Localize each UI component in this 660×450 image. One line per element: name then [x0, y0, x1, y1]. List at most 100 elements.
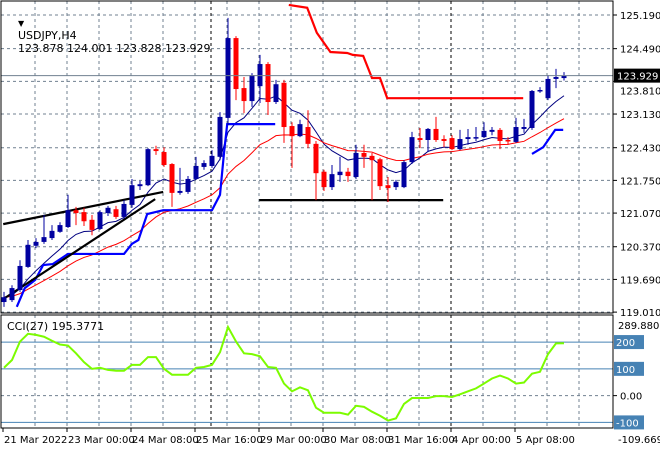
x-tick-label: 4 Apr 00:00	[452, 435, 511, 446]
candle-body	[369, 155, 375, 161]
candle-body	[505, 140, 511, 142]
candle-body	[361, 152, 367, 157]
cci-min-label: -109.6698	[618, 435, 660, 446]
y-tick-label: 122.430	[620, 144, 660, 155]
y-tick-label: 125.190	[620, 11, 660, 22]
candle-body	[449, 138, 455, 150]
candle-body	[25, 244, 31, 267]
candle-body	[137, 184, 143, 187]
x-tick-label: 29 Mar 00:00	[260, 435, 327, 446]
main-plot	[1, 1, 613, 313]
candle-body	[73, 210, 79, 214]
y-tick-label: 123.810	[620, 87, 660, 98]
candle-body	[65, 210, 71, 228]
cci-level-label: 100	[616, 365, 635, 376]
candle-body	[481, 130, 487, 138]
ohlc-label: 123.878 124.001 123.828 123.929	[18, 42, 211, 55]
x-tick-label: 23 Mar 00:00	[68, 435, 135, 446]
cci-level-label: -100	[616, 418, 639, 429]
y-tick-label: 121.750	[620, 176, 660, 187]
candle-body	[441, 139, 447, 141]
candle-body	[169, 164, 175, 193]
candle-body	[537, 90, 543, 92]
candle-body	[1, 297, 7, 303]
candle-body	[377, 159, 383, 187]
candle-body	[529, 90, 535, 128]
candle-body	[153, 149, 159, 152]
x-tick-label: 31 Mar 16:00	[388, 435, 455, 446]
triangle-down-icon[interactable]: ▼	[18, 19, 25, 28]
candle-body	[305, 127, 311, 144]
y-tick-label: 120.370	[620, 243, 660, 254]
candle-body	[9, 288, 15, 301]
cci-level-label: 200	[616, 338, 635, 349]
candle-body	[201, 163, 207, 167]
candle-body	[321, 171, 327, 188]
cci-title: CCI(27) 195.3771	[7, 320, 105, 333]
candle-body	[257, 64, 263, 87]
cci-plot	[1, 315, 613, 428]
candle-body	[545, 78, 551, 99]
candle-body	[489, 129, 495, 132]
candle-body	[233, 38, 239, 90]
candle-body	[273, 84, 279, 103]
cci-line	[3, 324, 565, 422]
candle-body	[425, 128, 431, 140]
y-tick-label: 119.690	[620, 275, 660, 286]
candle-body	[513, 127, 519, 142]
candle-body	[217, 116, 223, 157]
x-tick-label: 21 Mar 2022	[4, 435, 67, 446]
current-price-label: 123.929	[617, 72, 658, 83]
y-tick-label: 119.010	[620, 308, 660, 319]
candle-body	[553, 77, 559, 79]
trendline	[2, 198, 156, 301]
symbol-label: USDJPY,H4	[18, 29, 77, 42]
cci-level-box	[614, 361, 644, 376]
candle-body	[465, 137, 471, 140]
candle-body	[225, 38, 231, 118]
x-tick-label: 5 Apr 08:00	[516, 435, 575, 446]
candle-body	[209, 155, 215, 166]
candle-body	[345, 171, 351, 177]
cci-panel-border	[0, 314, 614, 429]
candle-body	[457, 139, 463, 150]
candle-body	[289, 126, 295, 137]
candle-body	[265, 64, 271, 103]
candle-body	[193, 165, 199, 179]
candle-body	[241, 88, 247, 102]
candle-body	[145, 149, 151, 186]
candle-body	[113, 209, 119, 217]
candle-body	[89, 219, 95, 230]
support-line	[15, 123, 276, 308]
candle-body	[49, 230, 55, 239]
candle-body	[33, 241, 39, 246]
candle-body	[521, 127, 527, 129]
x-tick-label: 30 Mar 08:00	[324, 435, 391, 446]
candle-body	[385, 185, 391, 189]
candle-body	[17, 265, 23, 290]
candle-body	[337, 171, 343, 176]
cci-level-box	[614, 415, 644, 430]
candle-body	[401, 162, 407, 188]
candle-body	[129, 185, 135, 205]
candle-body	[41, 237, 47, 242]
support-line	[531, 128, 564, 155]
candle-body	[177, 190, 183, 193]
candle-body	[409, 137, 415, 163]
chart-header: ▼ USDJPY,H4 123.878 124.001 123.828 123.…	[4, 3, 210, 68]
candle-body	[497, 129, 503, 141]
x-tick-label: 25 Mar 16:00	[196, 435, 263, 446]
resistance-line	[288, 3, 524, 100]
cci-max-label: 289.8801	[618, 321, 660, 332]
candle-body	[249, 75, 255, 102]
candle-body	[57, 225, 63, 232]
candle-body	[121, 203, 127, 217]
candle-body	[185, 178, 191, 192]
main-panel-border	[0, 0, 614, 314]
current-price-box	[614, 68, 660, 83]
candle-body	[281, 82, 287, 128]
candle-body	[393, 181, 399, 188]
candle-body	[313, 143, 319, 174]
candle-body	[353, 152, 359, 178]
